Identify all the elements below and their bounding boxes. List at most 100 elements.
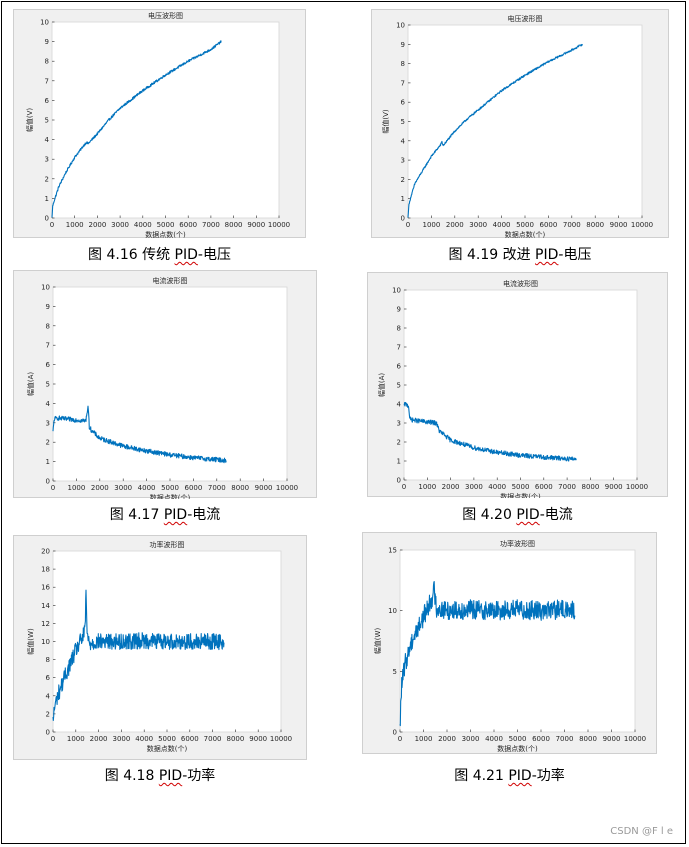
y-tick-label: 8 xyxy=(46,656,50,664)
x-tick-label: 6000 xyxy=(184,484,202,492)
y-tick-label: 4 xyxy=(397,401,402,409)
x-tick-label: 7000 xyxy=(208,484,226,492)
y-tick-label: 8 xyxy=(45,58,49,66)
x-tick-label: 10000 xyxy=(631,221,653,229)
x-tick-label: 7000 xyxy=(202,221,220,229)
x-tick-label: 0 xyxy=(51,735,55,743)
y-tick-label: 6 xyxy=(45,97,50,105)
y-tick-label: 6 xyxy=(401,99,406,107)
x-tick-label: 10000 xyxy=(276,484,298,492)
y-tick-label: 7 xyxy=(401,79,405,87)
y-tick-label: 10 xyxy=(388,607,397,615)
series-line xyxy=(51,40,222,218)
caption-prefix: 图 4.17 xyxy=(109,507,164,523)
caption-prefix: 图 4.21 xyxy=(454,768,509,784)
y-tick-label: 0 xyxy=(397,477,401,485)
y-tick-label: 1 xyxy=(46,458,50,466)
series-line xyxy=(52,405,227,464)
x-tick-label: 4000 xyxy=(485,735,503,743)
chart-panel-power-improved: 功率波形图 0 1000 2000 3000 4000 5000 6000 7000 8000 90… xyxy=(362,532,657,754)
caption-4-21: 图 4.21 PID-功率 xyxy=(362,765,657,785)
y-axis-label: 幅值(V) xyxy=(381,109,390,134)
x-tick-label: 1000 xyxy=(66,221,84,229)
chart-panel-power-traditional: 功率波形图 0 1000 2000 3000 4000 5000 6000 7000 8000 90… xyxy=(13,535,307,760)
x-tick-label: 5000 xyxy=(161,484,179,492)
x-tick-label: 9000 xyxy=(249,735,267,743)
caption-suffix: -功率 xyxy=(182,768,216,784)
caption-pid: PID xyxy=(508,768,532,784)
chart-panel-voltage-improved: 电压波形图 0 1000 2000 3000 4000 5000 6000 7000 8000 90… xyxy=(371,9,669,239)
x-tick-label: 2000 xyxy=(438,735,456,743)
x-tick-label: 2000 xyxy=(446,221,464,229)
x-tick-label: 0 xyxy=(402,483,406,491)
y-tick-label: 2 xyxy=(46,439,50,447)
y-tick-label: 10 xyxy=(396,22,405,30)
x-tick-label: 1000 xyxy=(422,221,440,229)
y-tick-label: 3 xyxy=(46,419,50,427)
x-axis-label: 数据点数(个) xyxy=(145,230,186,239)
x-tick-label: 6000 xyxy=(181,735,199,743)
x-axis-label: 数据点数(个) xyxy=(150,493,191,499)
caption-suffix: -功率 xyxy=(531,768,565,784)
x-tick-label: 4000 xyxy=(134,221,152,229)
y-tick-label: 10 xyxy=(392,287,401,295)
x-tick-label: 9000 xyxy=(603,735,621,743)
chart-title: 电压波形图 xyxy=(508,14,543,23)
x-tick-label: 1000 xyxy=(67,735,85,743)
x-tick-label: 9000 xyxy=(605,483,623,491)
x-tick-label: 2000 xyxy=(442,483,460,491)
x-tick-label: 1000 xyxy=(418,483,436,491)
y-axis-label: 幅值(W) xyxy=(26,628,35,655)
x-tick-label: 2000 xyxy=(90,735,108,743)
caption-pid: PID xyxy=(163,507,188,523)
y-tick-label: 3 xyxy=(401,157,405,165)
x-tick-label: 7000 xyxy=(556,735,574,743)
x-axis-label: 数据点数(个) xyxy=(500,492,541,498)
chart-panel-current-traditional: 电流波形图 0 1000 2000 3000 4000 5000 6000 7000 8000 90… xyxy=(13,270,317,499)
x-tick-label: 8000 xyxy=(586,221,604,229)
x-tick-label: 3000 xyxy=(111,221,129,229)
y-tick-label: 5 xyxy=(45,117,49,125)
y-tick-label: 5 xyxy=(46,381,50,389)
x-tick-label: 3000 xyxy=(114,484,132,492)
x-tick-label: 5000 xyxy=(157,221,175,229)
y-tick-label: 0 xyxy=(46,729,50,737)
x-tick-label: 6000 xyxy=(535,483,553,491)
y-tick-label: 7 xyxy=(45,77,49,85)
y-tick-label: 8 xyxy=(397,325,401,333)
y-tick-label: 6 xyxy=(46,361,51,369)
x-tick-label: 10000 xyxy=(268,221,290,229)
plot-area xyxy=(403,289,638,481)
caption-pid: PID xyxy=(158,768,183,784)
y-tick-label: 3 xyxy=(397,420,401,428)
y-axis-label: 幅值(A) xyxy=(26,372,35,397)
x-tick-label: 2000 xyxy=(88,221,106,229)
x-tick-label: 0 xyxy=(406,221,410,229)
y-tick-label: 4 xyxy=(46,692,51,700)
y-tick-label: 0 xyxy=(393,729,397,737)
series-line xyxy=(403,401,577,462)
x-tick-label: 7000 xyxy=(204,735,222,743)
caption-suffix: -电流 xyxy=(539,507,573,523)
caption-4-18: 图 4.18 PID-功率 xyxy=(13,765,307,785)
chart-panel-voltage-traditional: 电压波形图 0 1000 2000 3000 4000 5000 6000 7000 8000 90… xyxy=(13,9,306,239)
chart-title: 功率波形图 xyxy=(150,540,185,549)
x-tick-label: 8000 xyxy=(226,735,244,743)
caption-prefix: 图 4.16 传统 xyxy=(88,247,175,263)
plot-area xyxy=(52,286,288,482)
x-tick-label: 0 xyxy=(398,735,402,743)
y-tick-label: 1 xyxy=(401,195,405,203)
x-tick-label: 10000 xyxy=(624,735,646,743)
y-tick-label: 10 xyxy=(41,638,50,646)
y-tick-label: 8 xyxy=(46,322,50,330)
x-tick-label: 0 xyxy=(50,221,54,229)
caption-4-17: 图 4.17 PID-电流 xyxy=(13,504,317,524)
x-tick-label: 5000 xyxy=(516,221,534,229)
y-tick-label: 9 xyxy=(401,41,405,49)
series-line xyxy=(399,581,576,727)
y-tick-label: 5 xyxy=(397,382,401,390)
